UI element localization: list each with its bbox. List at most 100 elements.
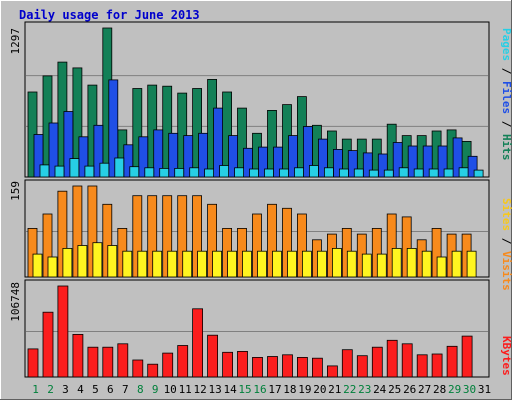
day-label-2: 2 [47, 383, 54, 396]
bar-kbytes-day-16 [252, 356, 263, 378]
bar-kbytes-day-19 [296, 356, 308, 378]
bar-pages-day-12 [204, 168, 215, 178]
bar-sites-day-6 [107, 245, 118, 278]
bar-kbytes-day-23 [356, 355, 368, 378]
bar-pages-day-20 [323, 167, 334, 178]
bar-visits-day-6 [102, 203, 113, 278]
bar-pages-day-24 [383, 169, 394, 178]
bar-kbytes-day-25 [386, 339, 398, 378]
bar-pages-day-21 [338, 168, 349, 178]
day-label-30: 30 [463, 383, 476, 396]
bar-files-day-19 [302, 126, 313, 178]
chart-title: Daily usage for June 2013 [19, 8, 200, 22]
bar-visits-day-18 [282, 207, 292, 278]
day-label-25: 25 [388, 383, 401, 396]
day-label-5: 5 [92, 383, 99, 396]
bar-files-day-16 [258, 146, 268, 178]
bar-sites-day-4 [77, 245, 88, 278]
day-label-28: 28 [433, 383, 446, 396]
bar-sites-day-25 [391, 247, 402, 278]
bar-pages-day-11 [189, 167, 200, 178]
bar-files-day-2 [48, 122, 59, 178]
bar-pages-day-25 [398, 167, 409, 178]
bar-sites-day-19 [301, 250, 312, 278]
bar-pages-day-15 [249, 168, 259, 178]
bar-sites-day-11 [182, 250, 193, 278]
bar-kbytes-day-24 [371, 346, 383, 378]
bar-files-day-11 [183, 135, 194, 178]
day-label-20: 20 [313, 383, 326, 396]
bar-kbytes-day-17 [267, 356, 278, 378]
series-visits [27, 185, 472, 278]
bar-files-day-26 [407, 145, 418, 178]
bar-visits-day-11 [177, 195, 188, 278]
bar-pages-day-28 [443, 168, 454, 178]
bar-pages-day-27 [428, 168, 439, 178]
day-label-1: 1 [32, 383, 39, 396]
legend-files: Files [500, 81, 512, 114]
bar-files-day-28 [437, 145, 448, 178]
bar-sites-day-28 [436, 256, 447, 278]
day-label-12: 12 [193, 383, 206, 396]
day-label-24: 24 [373, 383, 387, 396]
bar-visits-day-4 [72, 185, 83, 278]
day-label-16: 16 [253, 383, 266, 396]
legend-sites: Sites [500, 198, 512, 231]
bar-kbytes-day-4 [72, 333, 84, 378]
bar-files-day-3 [63, 111, 74, 178]
bar-kbytes-day-18 [282, 354, 293, 378]
legend-visits: Visits [500, 251, 512, 291]
bar-files-day-6 [108, 79, 119, 178]
day-label-19: 19 [298, 383, 311, 396]
bar-files-day-21 [332, 148, 343, 178]
bar-kbytes-day-14 [222, 351, 234, 378]
bar-pages-day-29 [458, 167, 469, 178]
bar-pages-day-5 [99, 162, 110, 178]
bar-files-day-12 [198, 132, 209, 178]
bar-kbytes-day-21 [326, 365, 338, 378]
day-label-7: 7 [122, 383, 129, 396]
bar-kbytes-day-2 [42, 311, 54, 378]
day-label-4: 4 [77, 383, 84, 396]
bar-files-day-13 [213, 107, 224, 178]
bar-pages-day-10 [174, 167, 185, 178]
bar-sites-day-27 [421, 250, 432, 278]
bar-kbytes-day-8 [132, 359, 144, 378]
day-label-23: 23 [358, 383, 371, 396]
bar-visits-day-5 [87, 185, 98, 278]
day-label-13: 13 [208, 383, 221, 396]
day-label-29: 29 [448, 383, 461, 396]
bar-pages-day-1 [39, 164, 50, 178]
bar-sites-day-8 [137, 250, 148, 278]
bar-files-day-27 [422, 145, 433, 178]
bar-sites-day-15 [242, 250, 252, 278]
bar-visits-day-3 [57, 190, 68, 278]
bar-pages-day-30 [473, 169, 484, 178]
bar-files-day-8 [138, 136, 149, 178]
bar-sites-day-22 [346, 250, 357, 278]
bar-kbytes-day-27 [416, 354, 428, 378]
bar-visits-day-13 [207, 203, 218, 278]
bar-kbytes-day-12 [192, 308, 204, 378]
legend-kbytes: KBytes [500, 336, 512, 376]
bar-pages-day-19 [308, 165, 319, 178]
bar-files-day-24 [377, 153, 388, 178]
bar-files-day-20 [317, 138, 328, 178]
bar-sites-day-26 [406, 247, 417, 278]
bar-visits-day-10 [162, 195, 173, 278]
bar-sites-day-20 [316, 250, 327, 278]
day-labels: 1 2 3 4 5 6 7 8 9 10 11 12 13 14 15 16 17 18 19 20 21 22 23 24 2… [32, 383, 491, 396]
day-label-9: 9 [152, 383, 159, 396]
bar-files-day-17 [273, 146, 283, 178]
bar-files-day-30 [467, 155, 478, 178]
top-legend-text: Pages / Files / Hits [500, 28, 512, 161]
bar-visits-day-19 [296, 213, 307, 278]
bar-kbytes-day-11 [177, 345, 189, 378]
bar-files-day-4 [78, 136, 89, 178]
bar-kbytes-day-26 [401, 343, 413, 378]
bar-kbytes-day-9 [147, 363, 159, 378]
bar-pages-day-9 [159, 167, 170, 178]
bar-sites-day-1 [32, 253, 43, 278]
bar-pages-day-6 [114, 157, 125, 178]
bar-kbytes-day-29 [446, 345, 458, 378]
